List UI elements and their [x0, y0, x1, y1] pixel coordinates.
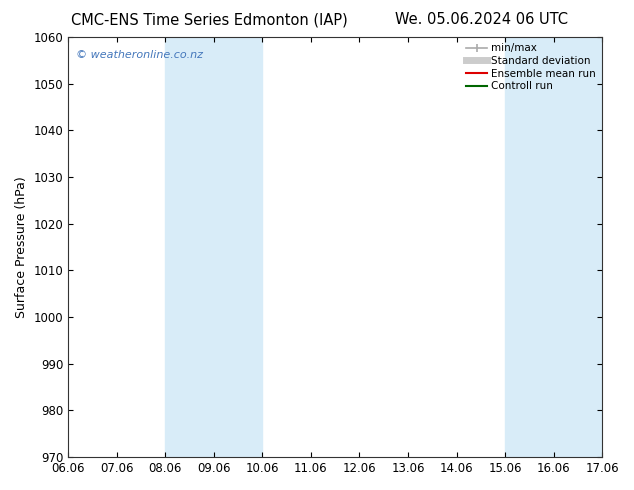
Text: CMC-ENS Time Series Edmonton (IAP): CMC-ENS Time Series Edmonton (IAP): [71, 12, 347, 27]
Bar: [553, 37, 602, 457]
Y-axis label: Surface Pressure (hPa): Surface Pressure (hPa): [15, 176, 28, 318]
Bar: [505, 37, 553, 457]
Bar: [165, 37, 214, 457]
Bar: [214, 37, 262, 457]
Legend: min/max, Standard deviation, Ensemble mean run, Controll run: min/max, Standard deviation, Ensemble me…: [462, 39, 600, 96]
Text: We. 05.06.2024 06 UTC: We. 05.06.2024 06 UTC: [396, 12, 568, 27]
Text: © weatheronline.co.nz: © weatheronline.co.nz: [76, 50, 203, 60]
